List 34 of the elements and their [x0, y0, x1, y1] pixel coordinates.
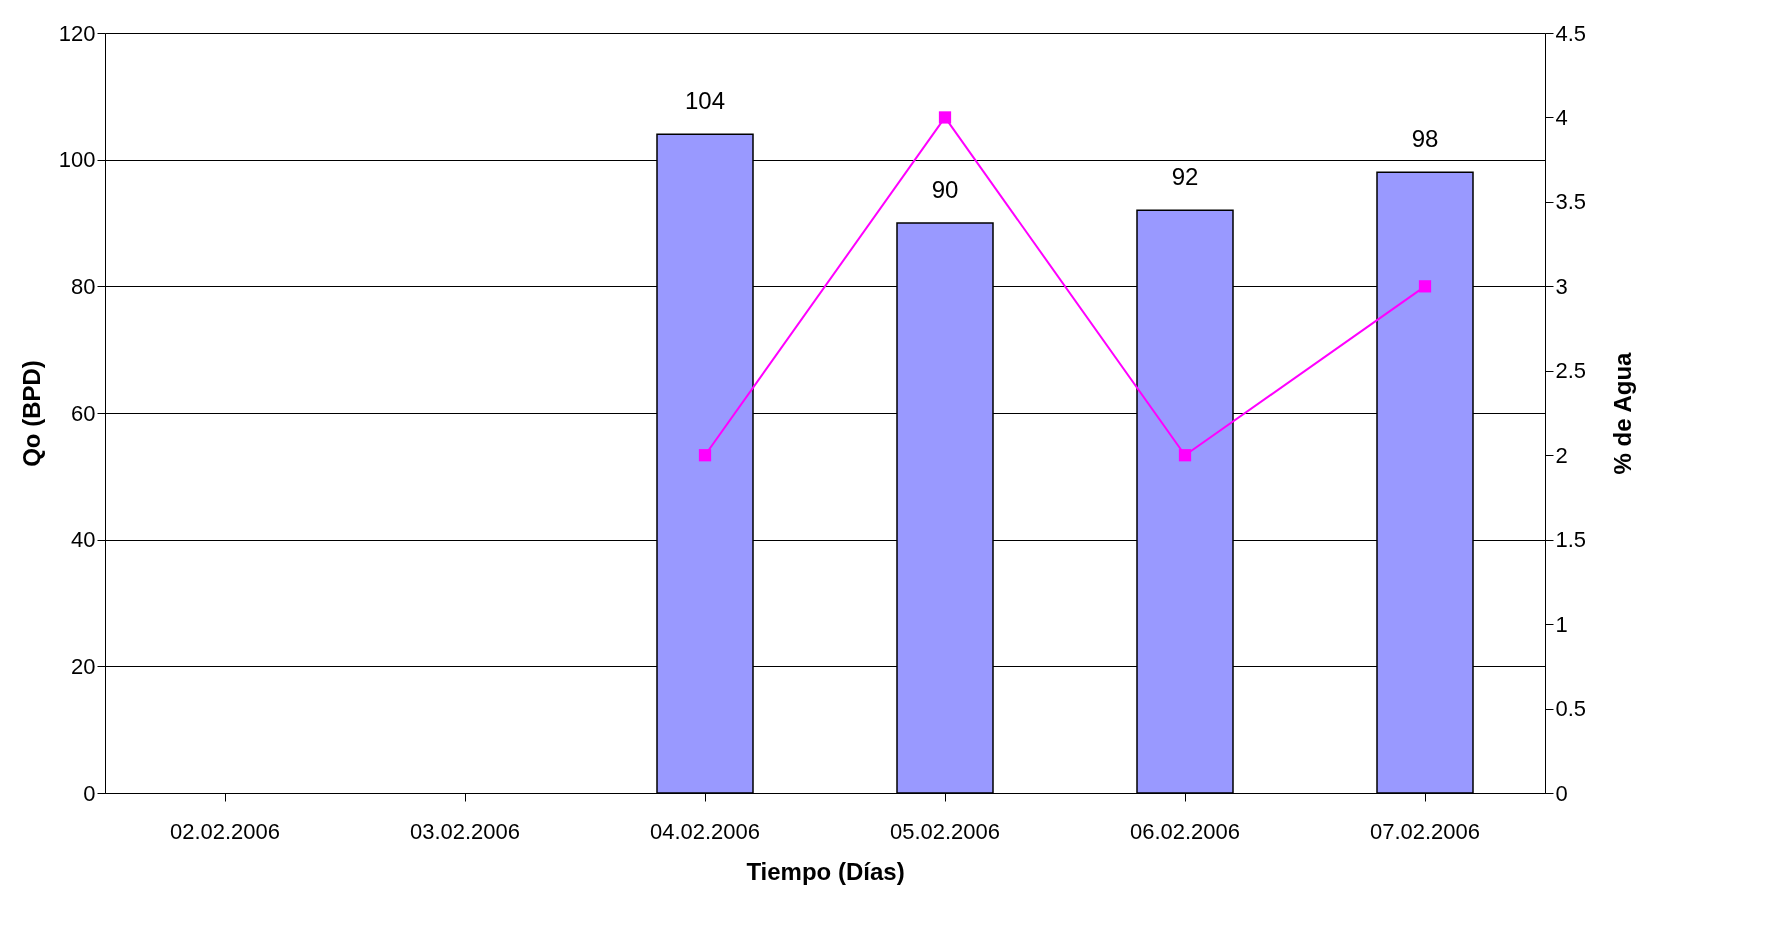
y-tick-label: 120 — [58, 20, 96, 46]
x-tick-label: 04.02.2006 — [649, 818, 761, 844]
x-tick-label: 02.02.2006 — [169, 818, 281, 844]
x-tick-label: 03.02.2006 — [409, 818, 521, 844]
y-tick-label: 60 — [71, 400, 96, 426]
y2-tick-label: 2.5 — [1555, 358, 1587, 384]
y-tick-label: 80 — [71, 273, 96, 299]
point — [938, 111, 952, 124]
y-tick-label: 0 — [83, 780, 96, 806]
point — [1418, 280, 1432, 293]
y2-tick-label: 4.5 — [1555, 20, 1587, 46]
y2-tick-label: 3 — [1555, 273, 1568, 299]
x-tick-label: 05.02.2006 — [889, 818, 1001, 844]
y-axis-title: Qo (BPD) — [17, 360, 45, 467]
point — [1178, 449, 1192, 462]
data-label: 90 — [931, 176, 959, 203]
y-tick-label: 20 — [71, 653, 96, 679]
x-axis-title: Tiempo (Días) — [746, 857, 905, 885]
x-tick-label: 06.02.2006 — [1129, 818, 1241, 844]
point — [698, 449, 712, 462]
y2-tick-label: 3.5 — [1555, 189, 1587, 215]
y2-tick-label: 1.5 — [1555, 527, 1587, 553]
y2-tick-label: 2 — [1555, 442, 1568, 468]
data-label: 98 — [1411, 125, 1439, 153]
y2-tick-label: 4 — [1555, 104, 1568, 130]
y-tick-label: 40 — [71, 527, 96, 553]
x-tick-label: 07.02.2006 — [1369, 818, 1481, 844]
data-label: 104 — [684, 87, 726, 115]
y2-tick-label: 0 — [1555, 780, 1568, 806]
y2-tick-label: 1 — [1555, 611, 1568, 637]
y2-axis-title: % de Agua — [1609, 351, 1637, 475]
y-tick-label: 100 — [58, 147, 96, 173]
y2-tick-label: 0.5 — [1555, 696, 1587, 722]
data-label: 92 — [1171, 163, 1199, 191]
